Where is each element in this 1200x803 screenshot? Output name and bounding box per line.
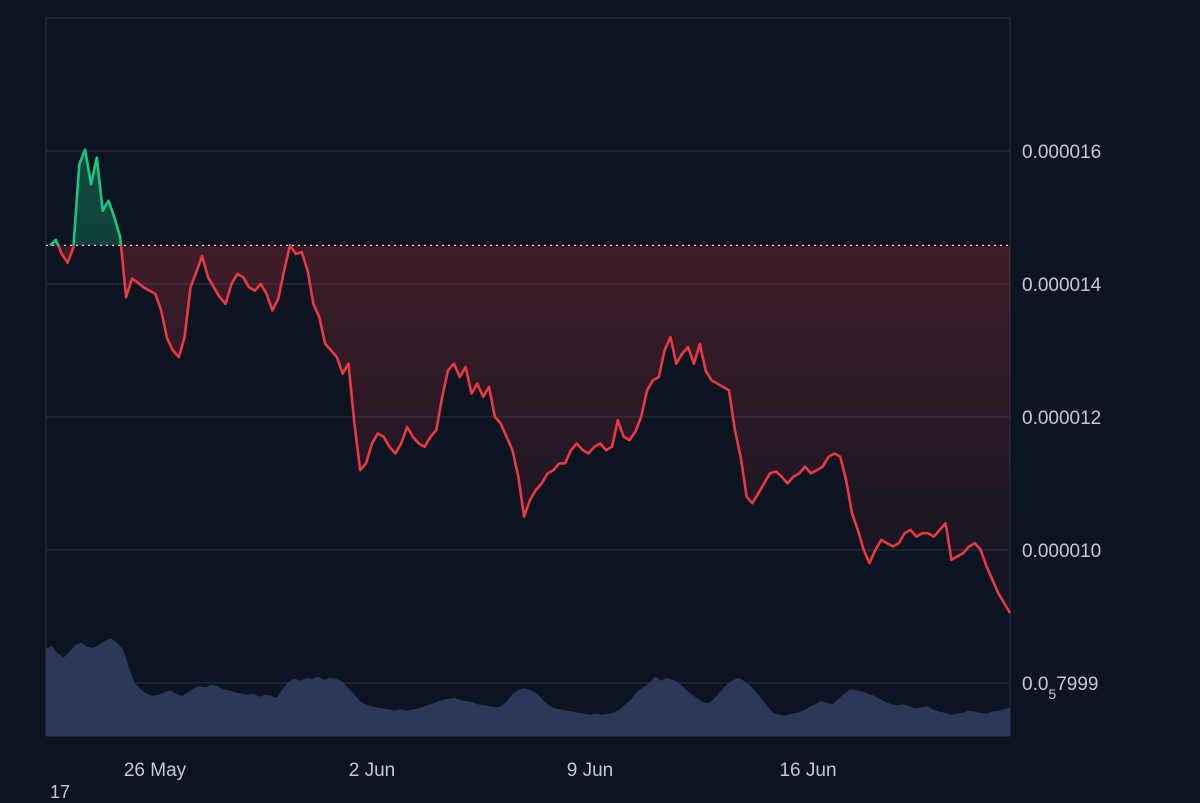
- down-fill-area: [50, 245, 1010, 613]
- y-axis-labels: 0.000016 0.000014 0.000012 0.000010 0.057999: [1022, 142, 1102, 702]
- y-tick-label: 0.000014: [1022, 275, 1102, 296]
- price-fill: [50, 149, 1010, 613]
- x-tick-label: 2 Jun: [349, 760, 395, 781]
- y-tick-label: 0.000010: [1022, 541, 1101, 562]
- footer-number: 17: [50, 782, 71, 802]
- x-tick-label: 16 Jun: [779, 760, 836, 781]
- price-lines: [46, 148, 1012, 614]
- price-line-down: [49, 245, 1012, 614]
- y-tick-label: 0.000016: [1022, 142, 1101, 163]
- y-tick-label: 0.057999: [1022, 674, 1099, 702]
- x-tick-label: 26 May: [124, 760, 187, 781]
- y-tick-label: 0.000012: [1022, 408, 1101, 429]
- x-tick-label: 9 Jun: [567, 760, 613, 781]
- x-axis-labels: 26 May 2 Jun 9 Jun 16 Jun: [124, 760, 837, 781]
- volume-area: [46, 638, 1010, 736]
- volume-area-path: [46, 638, 1010, 736]
- up-fill-area: [50, 149, 121, 246]
